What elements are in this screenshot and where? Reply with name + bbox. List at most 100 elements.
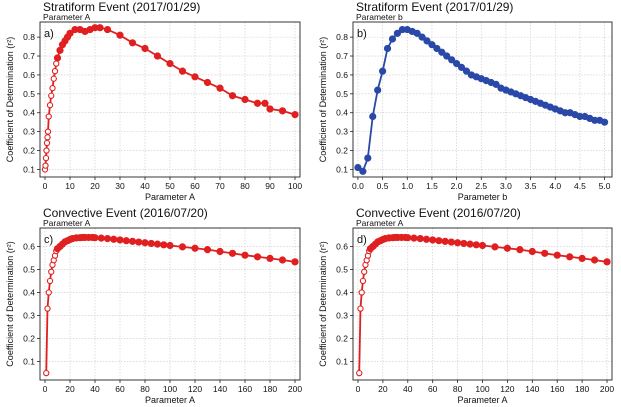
data-point — [443, 52, 451, 60]
data-point — [42, 162, 49, 169]
data-point — [128, 39, 137, 47]
data-point — [160, 241, 168, 249]
data-point — [354, 163, 362, 172]
chart-title: Stratiform Event (2017/01/29) — [43, 0, 200, 14]
x-tick-label: 1.5 — [426, 181, 438, 191]
data-point — [359, 277, 367, 285]
x-tick-label: 180 — [575, 384, 589, 394]
x-tick-label: 60 — [428, 384, 438, 394]
y-tick-label: 0.6 — [23, 70, 35, 80]
data-point — [45, 289, 52, 296]
x-tick-label: 5.0 — [599, 181, 611, 191]
data-point — [516, 246, 524, 254]
data-point — [393, 29, 402, 37]
x-tick-label: 0.0 — [352, 181, 364, 191]
data-point — [116, 31, 124, 39]
data-point — [46, 102, 54, 109]
x-tick-label: 4.0 — [549, 181, 561, 191]
data-point — [553, 251, 561, 259]
data-point — [374, 86, 382, 94]
x-tick-label: 50 — [165, 181, 175, 191]
data-point — [43, 147, 50, 154]
plot-frame — [39, 227, 301, 381]
chart-panel-a: Stratiform Event (2017/01/29) Parameter A… — [5, 0, 302, 202]
data-point — [453, 239, 462, 247]
data-point — [404, 234, 412, 242]
x-axis-label: Parameter b — [458, 192, 508, 202]
x-tick-label: 140 — [213, 384, 227, 394]
x-tick-label: 3.0 — [500, 181, 512, 191]
data-point — [253, 99, 262, 107]
x-tick-label: 2.0 — [451, 181, 463, 191]
y-tick-label: 0.5 — [23, 264, 35, 274]
data-point — [44, 134, 51, 141]
data-point — [410, 234, 418, 242]
data-point — [43, 139, 51, 147]
data-point — [291, 111, 299, 119]
data-point — [48, 92, 55, 99]
x-tick-label: 160 — [550, 384, 564, 394]
data-point — [166, 241, 174, 250]
data-point — [448, 56, 456, 64]
y-tick-label: 0.7 — [336, 51, 348, 61]
x-tick-label: 100 — [475, 384, 489, 394]
y-axis-label: Coefficient of Determination (r²) — [5, 241, 15, 366]
data-point — [364, 154, 372, 162]
data-point — [261, 99, 269, 107]
chart-title: Convective Event (2016/07/20) — [43, 206, 208, 220]
y-tick-label: 0.3 — [23, 127, 35, 137]
plot-frame — [39, 21, 301, 178]
data-point — [266, 105, 274, 113]
x-tick-label: 70 — [215, 181, 225, 191]
data-point — [590, 256, 599, 264]
y-tick-label: 0.2 — [336, 334, 348, 344]
data-point — [369, 112, 377, 121]
x-tick-label: 80 — [140, 384, 150, 394]
data-point — [203, 246, 212, 254]
chart-title: Convective Event (2016/07/20) — [356, 206, 521, 220]
data-point — [191, 73, 199, 81]
data-point — [103, 25, 112, 34]
x-tick-label: 60 — [115, 384, 125, 394]
chart-title: Stratiform Event (2017/01/29) — [356, 0, 513, 14]
x-tick-label: 1.0 — [401, 181, 413, 191]
data-point — [429, 236, 437, 244]
data-point — [428, 41, 436, 49]
data-point — [379, 67, 387, 75]
y-tick-label: 0.2 — [23, 146, 35, 156]
x-tick-label: 2.5 — [475, 181, 487, 191]
data-point — [478, 241, 487, 250]
y-tick-label: 0.5 — [336, 89, 348, 99]
data-point — [466, 240, 474, 248]
data-point — [153, 240, 162, 248]
x-axis-label: Parameter A — [145, 192, 195, 202]
plot-area — [353, 22, 612, 177]
y-tick-label: 0.1 — [23, 357, 35, 367]
data-point — [418, 33, 426, 41]
data-point — [91, 234, 99, 242]
x-tick-label: 40 — [403, 384, 413, 394]
data-point — [435, 237, 443, 245]
data-point — [53, 54, 62, 62]
x-tick-label: 3.5 — [525, 181, 537, 191]
data-point — [103, 234, 112, 243]
data-point — [457, 63, 466, 71]
x-tick-label: 0 — [43, 384, 48, 394]
data-point — [578, 254, 586, 262]
x-tick-label: 100 — [163, 384, 177, 394]
data-point — [49, 85, 56, 92]
data-point — [528, 247, 536, 256]
y-tick-label: 0.7 — [23, 51, 35, 61]
data-point — [361, 268, 368, 275]
data-point — [51, 67, 59, 75]
data-point — [178, 243, 187, 251]
data-point — [42, 154, 50, 162]
data-point — [50, 75, 57, 82]
data-point — [441, 237, 449, 245]
x-axis-label: Parameter A — [145, 395, 195, 405]
data-point — [110, 235, 118, 243]
data-point — [541, 249, 549, 257]
data-point — [291, 258, 299, 266]
y-tick-label: 0.3 — [336, 127, 348, 137]
x-tick-label: 60 — [190, 181, 200, 191]
